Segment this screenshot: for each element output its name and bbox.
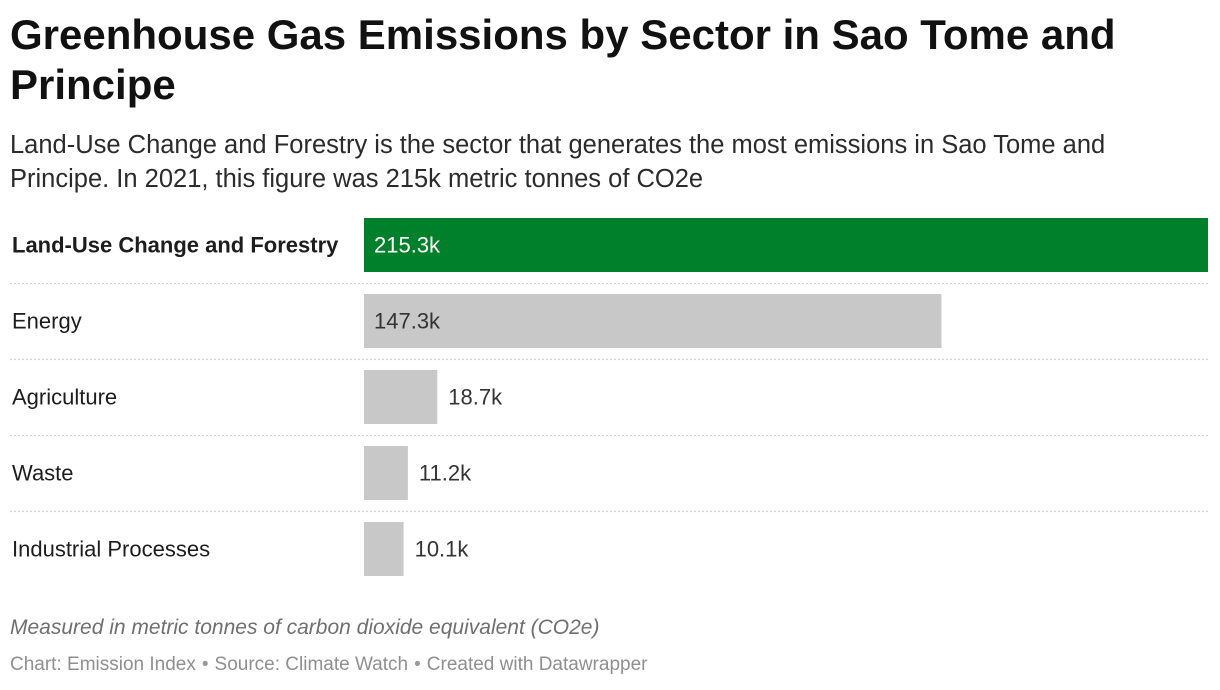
created-with-credit: Created with Datawrapper bbox=[426, 654, 648, 675]
value-label: 147.3k bbox=[374, 309, 441, 334]
source-credit: Source: Climate Watch bbox=[214, 654, 409, 675]
value-label: 10.1k bbox=[415, 537, 470, 562]
footer-separator: • bbox=[414, 654, 421, 675]
chart-subtitle: Land-Use Change and Forestry is the sect… bbox=[10, 131, 1106, 193]
value-label: 18.7k bbox=[448, 385, 503, 410]
category-label: Land-Use Change and Forestry bbox=[12, 233, 339, 258]
category-label: Agriculture bbox=[12, 385, 117, 410]
category-label: Energy bbox=[12, 309, 82, 334]
category-label: Industrial Processes bbox=[12, 537, 210, 562]
value-label: 215.3k bbox=[374, 233, 441, 258]
bar-chart: Land-Use Change and Forestry 215.3k Energy… bbox=[10, 218, 1208, 576]
chart-title: Greenhouse Gas Emissions by Sector in Sa… bbox=[10, 11, 1116, 108]
bar bbox=[364, 446, 408, 500]
chart-credit: Chart: Emission Index bbox=[10, 654, 196, 675]
bar bbox=[364, 218, 1208, 272]
value-label: 11.2k bbox=[419, 461, 472, 486]
chart-notes: Measured in metric tonnes of carbon diox… bbox=[10, 616, 600, 639]
bar bbox=[364, 294, 942, 348]
category-label: Waste bbox=[12, 461, 74, 486]
chart-footer: Chart: Emission Index • Source: Climate Wa… bbox=[10, 654, 647, 676]
bar bbox=[364, 522, 404, 576]
footer-separator: • bbox=[201, 654, 209, 675]
bar bbox=[364, 370, 438, 424]
